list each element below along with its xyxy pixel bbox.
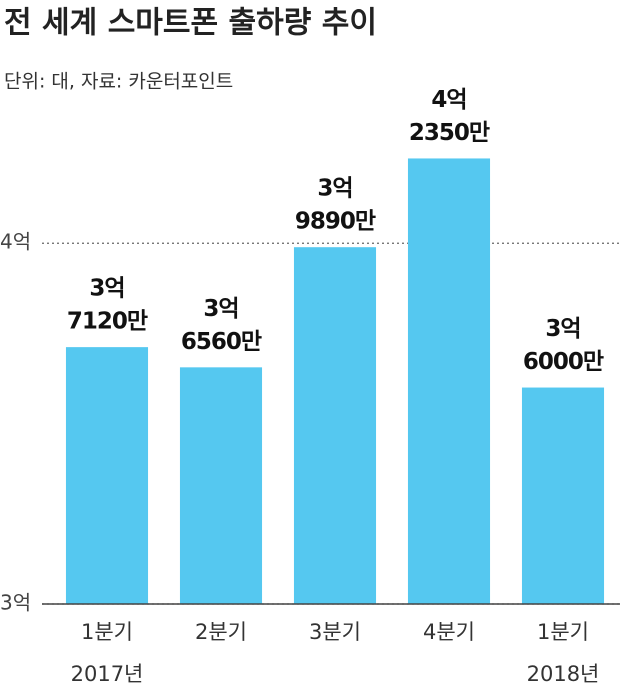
x-tick-label: 3분기 — [309, 620, 361, 644]
value-label: 6560만 — [181, 329, 262, 355]
value-label: 3억 — [203, 296, 238, 322]
value-label: 3억 — [89, 276, 124, 302]
x-tick-label: 2분기 — [195, 620, 247, 644]
x-tick-label: 1분기 — [537, 620, 589, 644]
value-label: 7120만 — [67, 309, 148, 335]
bar — [521, 387, 605, 604]
value-label: 2350만 — [409, 120, 490, 146]
value-label: 6000만 — [523, 349, 604, 375]
chart-title: 전 세계 스마트폰 출하량 추이 — [4, 6, 377, 41]
bar — [179, 367, 263, 604]
value-label: 4억 — [431, 87, 466, 113]
x-tick-label: 1분기 — [81, 620, 133, 644]
bar — [65, 347, 149, 604]
y-tick-label: 3억 — [0, 591, 31, 615]
value-label: 9890만 — [295, 209, 376, 235]
y-tick-label: 4억 — [0, 230, 31, 254]
value-label: 3억 — [317, 176, 352, 202]
x-tick-label: 2018년 — [527, 662, 600, 686]
bar — [293, 247, 377, 605]
x-tick-label: 4분기 — [423, 620, 475, 644]
value-label: 3억 — [545, 316, 580, 342]
x-tick-label: 2017년 — [71, 662, 144, 686]
chart-subtitle: 단위: 대, 자료: 카운터포인트 — [4, 71, 233, 93]
bar — [407, 158, 491, 604]
